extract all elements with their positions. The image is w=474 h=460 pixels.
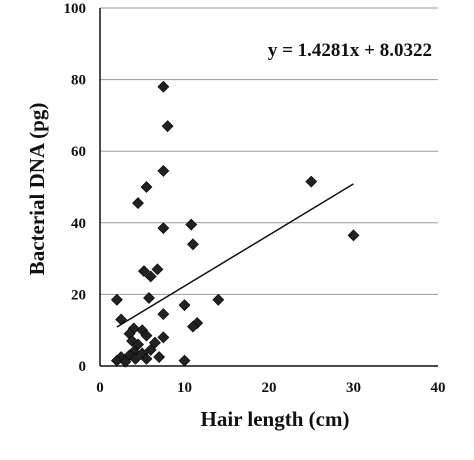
data-point: [110, 354, 123, 367]
data-point: [157, 164, 170, 177]
data-point: [129, 352, 142, 365]
data-point: [143, 292, 155, 304]
data-point: [347, 229, 360, 242]
data-points: [110, 80, 360, 368]
data-point: [140, 329, 153, 342]
data-point: [185, 218, 198, 231]
data-point: [178, 354, 191, 367]
data-point: [187, 238, 199, 251]
axes: [99, 8, 438, 367]
data-point: [305, 175, 318, 188]
y-tick-labels: 0 20 40 60 80 100: [64, 1, 87, 375]
data-point: [140, 181, 153, 193]
data-point: [140, 352, 153, 365]
y-tick-label-80: 80: [71, 73, 86, 89]
data-point: [157, 222, 170, 235]
y-tick-label-40: 40: [71, 216, 86, 232]
x-tick-label-10: 10: [177, 380, 192, 396]
x-tick-label-40: 40: [431, 380, 446, 396]
data-point: [178, 299, 191, 312]
x-tick-label-0: 0: [96, 380, 104, 396]
y-axis-title: Bacterial DNA (pg): [25, 103, 49, 276]
y-tick-label-100: 100: [64, 1, 87, 17]
data-point: [157, 80, 170, 93]
x-tick-label-30: 30: [346, 380, 361, 396]
x-tick-labels: 0 10 20 30 40: [96, 380, 445, 396]
data-point: [115, 313, 128, 326]
data-point: [119, 355, 132, 368]
data-point: [161, 120, 174, 133]
data-point: [132, 197, 144, 210]
grid-lines: [100, 7, 438, 295]
data-point: [153, 351, 166, 363]
data-point: [110, 293, 123, 306]
data-point: [157, 331, 170, 344]
y-tick-label-0: 0: [79, 359, 87, 375]
data-point: [212, 293, 225, 306]
x-axis-title: Hair length (cm): [201, 407, 350, 431]
trendline-equation: y = 1.4281x + 8.0322: [268, 40, 432, 61]
data-point: [138, 265, 150, 278]
data-point: [157, 308, 170, 321]
data-point: [144, 343, 157, 356]
y-tick-label-20: 20: [71, 287, 86, 303]
data-point: [144, 270, 157, 283]
data-point: [151, 263, 164, 276]
y-tick-label-60: 60: [71, 144, 86, 160]
data-point: [187, 320, 199, 333]
trendline: [116, 183, 354, 328]
x-tick-label-20: 20: [262, 380, 277, 396]
